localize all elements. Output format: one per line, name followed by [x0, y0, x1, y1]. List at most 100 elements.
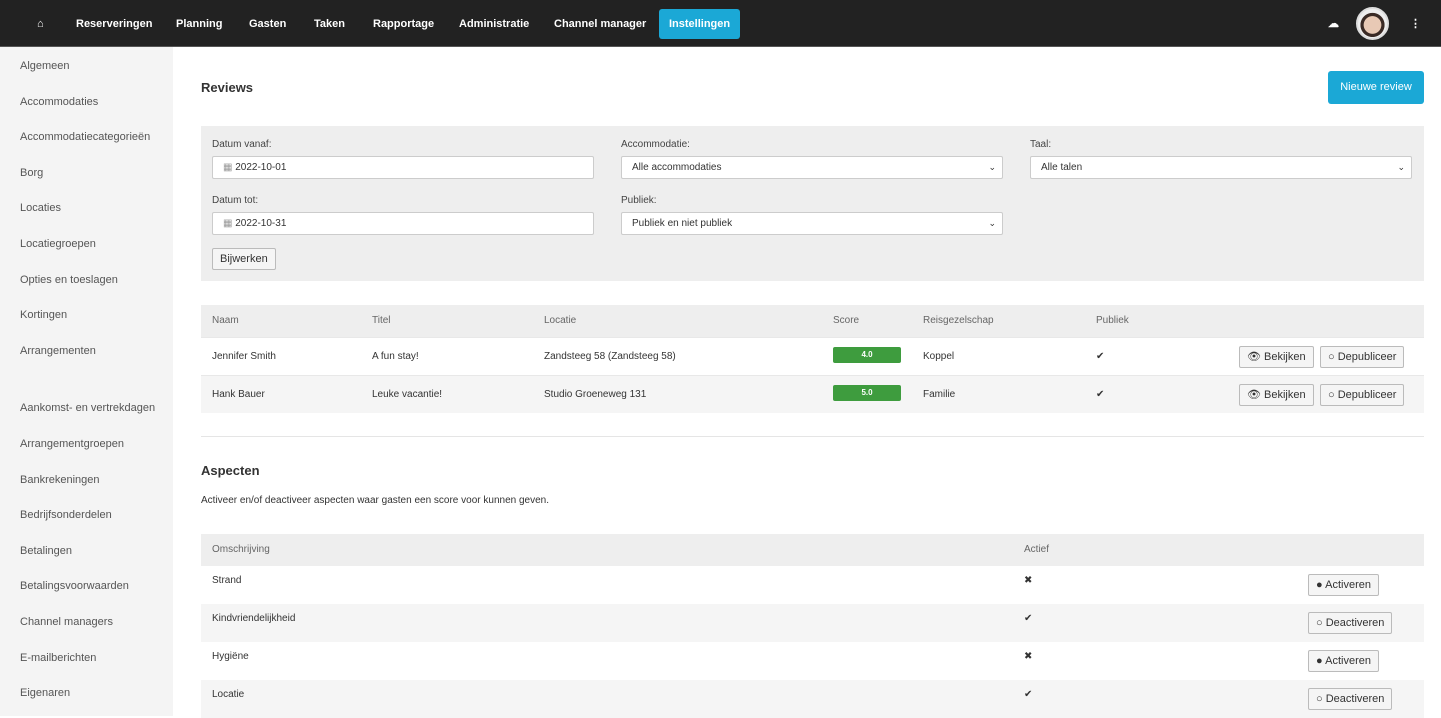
table-row: Hank Bauer Leuke vacantie! Studio Groene…	[201, 375, 1424, 413]
sidebar-item[interactable]: Borg	[20, 166, 44, 179]
col-titel: Titel	[372, 315, 391, 326]
new-review-button[interactable]: Nieuwe review	[1328, 71, 1424, 104]
sidebar-item[interactable]: Bankrekeningen	[20, 473, 100, 486]
filled-circle-icon: ●	[1316, 579, 1323, 591]
filter-panel: Datum vanaf: ▦ 2022-10-01 Datum tot: ▦ 2…	[201, 126, 1424, 281]
aspect-button-label: Deactiveren	[1325, 617, 1385, 629]
sidebar-item[interactable]: Accommodaties	[20, 95, 99, 108]
language-select[interactable]: Alle talen ⌄	[1030, 156, 1412, 179]
activate-button[interactable]: ● Activeren	[1308, 574, 1379, 596]
aspect-button-label: Deactiveren	[1325, 693, 1385, 705]
sidebar-item[interactable]: Channel managers	[20, 616, 113, 628]
table-row: Hygiëne ✖ ● Activeren	[201, 642, 1424, 680]
filled-circle-icon: ●	[1316, 655, 1323, 667]
date-from-value: 2022-10-01	[235, 162, 287, 173]
review-location: Studio Groeneweg 131	[544, 389, 647, 400]
aspect-name: Locatie	[212, 689, 245, 700]
date-from-label: Datum vanaf:	[212, 139, 272, 150]
top-navbar: ⌂ Reserveringen Planning Gasten Taken Ra…	[0, 0, 1441, 47]
circle-icon: ○	[1316, 693, 1323, 705]
language-label: Taal:	[1030, 139, 1052, 150]
unpublish-label: Depubliceer	[1337, 351, 1397, 363]
activate-button[interactable]: ● Activeren	[1308, 650, 1379, 672]
aspect-name: Hygiëne	[212, 651, 249, 662]
chevron-down-icon: ⌄	[1397, 162, 1405, 172]
public-value: Publiek en niet publiek	[632, 218, 733, 229]
nav-planning[interactable]: Planning	[176, 18, 223, 30]
view-button[interactable]: 👁 Bekijken	[1239, 346, 1314, 368]
check-icon: ✔	[1096, 351, 1105, 362]
aspects-description: Activeer en/of deactiveer aspecten waar …	[201, 495, 549, 506]
accommodation-label: Accommodatie:	[621, 139, 690, 150]
sidebar-item[interactable]: Eigenaren	[20, 687, 71, 700]
table-row: Kindvriendelijkheid ✔ ○ Deactiveren	[201, 604, 1424, 642]
nav-taken[interactable]: Taken	[314, 18, 345, 30]
aspects-table-header: Omschrijving Actief	[201, 534, 1424, 566]
sidebar-item[interactable]: Opties en toeslagen	[20, 273, 118, 286]
cloud-icon[interactable]: ☁	[1328, 18, 1339, 30]
review-title: Leuke vacantie!	[372, 389, 443, 400]
col-reisgezelschap: Reisgezelschap	[923, 315, 994, 326]
update-button[interactable]: Bijwerken	[212, 248, 276, 270]
table-row: Jennifer Smith A fun stay! Zandsteeg 58 …	[201, 337, 1424, 375]
review-party: Koppel	[923, 351, 955, 362]
sidebar-item[interactable]: Kortingen	[20, 309, 68, 322]
unpublish-button[interactable]: ○ Depubliceer	[1320, 384, 1405, 406]
sidebar-item[interactable]: Locatiegroepen	[20, 238, 96, 250]
nav-instellingen[interactable]: Instellingen	[659, 9, 740, 39]
review-party: Familie	[923, 389, 956, 400]
nav-gasten[interactable]: Gasten	[249, 18, 287, 30]
aspect-button-label: Activeren	[1325, 579, 1371, 591]
eye-icon: 👁	[1247, 351, 1261, 363]
sidebar: Algemeen Accommodaties Accommodatiecategor…	[0, 47, 173, 716]
eye-icon: 👁	[1247, 389, 1261, 401]
check-icon: ✔	[1024, 613, 1033, 624]
date-from-input[interactable]: ▦ 2022-10-01	[212, 156, 594, 179]
divider	[201, 436, 1424, 437]
check-icon: ✔	[1024, 689, 1033, 700]
chevron-down-icon: ⌄	[988, 162, 996, 172]
date-to-input[interactable]: ▦ 2022-10-31	[212, 212, 594, 235]
sidebar-item[interactable]: Algemeen	[20, 60, 70, 72]
nav-administratie[interactable]: Administratie	[459, 18, 530, 30]
avatar[interactable]	[1356, 7, 1389, 40]
language-value: Alle talen	[1041, 162, 1083, 173]
col-omschrijving: Omschrijving	[212, 544, 270, 555]
col-naam: Naam	[212, 315, 239, 326]
deactivate-button[interactable]: ○ Deactiveren	[1308, 688, 1393, 710]
sidebar-item[interactable]: Arrangementen	[20, 344, 96, 357]
nav-rapportage[interactable]: Rapportage	[373, 18, 435, 30]
unpublish-button[interactable]: ○ Depubliceer	[1320, 346, 1405, 368]
aspects-title: Aspecten	[201, 463, 260, 478]
cross-icon: ✖	[1024, 651, 1033, 662]
chevron-down-icon: ⌄	[988, 218, 996, 228]
calendar-icon: ▦	[223, 162, 236, 173]
more-vertical-icon[interactable]: ⋮	[1410, 18, 1421, 30]
table-row: Strand ✖ ● Activeren	[201, 566, 1424, 604]
sidebar-item[interactable]: Betalingen	[20, 544, 72, 557]
accommodation-value: Alle accommodaties	[632, 162, 722, 173]
public-select[interactable]: Publiek en niet publiek ⌄	[621, 212, 1003, 235]
calendar-icon: ▦	[223, 218, 236, 229]
sidebar-item[interactable]: Betalingsvoorwaarden	[20, 580, 129, 593]
deactivate-button[interactable]: ○ Deactiveren	[1308, 612, 1393, 634]
circle-icon: ○	[1328, 389, 1335, 401]
aspect-button-label: Activeren	[1325, 655, 1371, 667]
nav-channel-manager[interactable]: Channel manager	[554, 18, 647, 30]
sidebar-item[interactable]: Locaties	[20, 202, 61, 215]
aspect-name: Strand	[212, 575, 242, 586]
view-label: Bekijken	[1264, 389, 1306, 401]
review-name: Hank Bauer	[212, 389, 265, 400]
sidebar-item[interactable]: Arrangementgroepen	[20, 438, 124, 450]
sidebar-item[interactable]: Aankomst- en vertrekdagen	[20, 402, 156, 415]
sidebar-item[interactable]: Accommodatiecategorieën	[20, 131, 151, 144]
sidebar-item[interactable]: E-mailberichten	[20, 651, 97, 664]
home-icon[interactable]: ⌂	[37, 18, 44, 30]
view-button[interactable]: 👁 Bekijken	[1239, 384, 1314, 406]
nav-reserveringen[interactable]: Reserveringen	[76, 18, 153, 30]
col-actief: Actief	[1024, 544, 1050, 555]
view-label: Bekijken	[1264, 351, 1306, 363]
sidebar-item[interactable]: Bedrijfsonderdelen	[20, 509, 112, 522]
accommodation-select[interactable]: Alle accommodaties ⌄	[621, 156, 1003, 179]
table-row: Locatie ✔ ○ Deactiveren	[201, 680, 1424, 718]
